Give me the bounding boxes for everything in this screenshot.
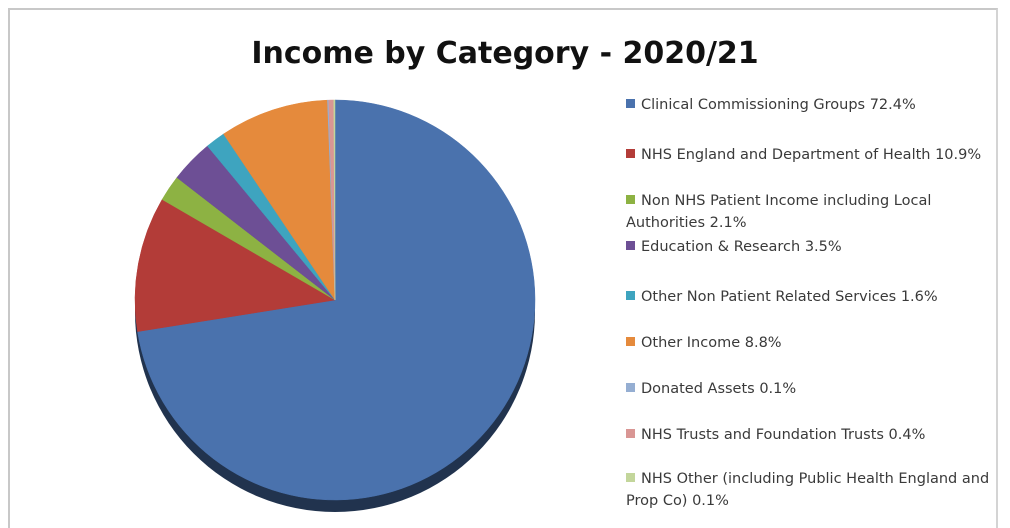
legend-swatch <box>626 99 635 108</box>
legend-item: Other Income 8.8% <box>626 332 996 354</box>
legend-swatch <box>626 291 635 300</box>
legend-swatch <box>626 429 635 438</box>
pie-slice-6 <box>223 99 336 301</box>
legend-swatch <box>626 473 635 482</box>
pie-slice-1 <box>137 99 536 501</box>
legend-item: Donated Assets 0.1% <box>626 378 996 400</box>
legend-item: NHS Trusts and Foundation Trusts 0.4% <box>626 424 996 446</box>
legend-label: Other Non Patient Related Services 1.6% <box>641 289 938 305</box>
pie-slice-9 <box>333 99 336 301</box>
legend-label: Non NHS Patient Income including Local A… <box>626 193 932 231</box>
legend-swatch <box>626 337 635 346</box>
chart-title: Income by Category - 2020/21 <box>251 36 759 71</box>
legend-item: NHS England and Department of Health 10.… <box>626 144 996 166</box>
legend-item: Non NHS Patient Income including Local A… <box>626 190 996 234</box>
legend-label: Education & Research 3.5% <box>641 239 842 255</box>
legend-item: Other Non Patient Related Services 1.6% <box>626 286 996 308</box>
pie-chart <box>134 99 536 512</box>
legend-item: Education & Research 3.5% <box>626 236 996 258</box>
legend-label: Donated Assets 0.1% <box>641 381 797 397</box>
legend-label: Clinical Commissioning Groups 72.4% <box>641 97 916 113</box>
pie-slice-2 <box>134 199 336 332</box>
legend-item: NHS Other (including Public Health Engla… <box>626 468 996 512</box>
legend-label: NHS Trusts and Foundation Trusts 0.4% <box>641 427 926 443</box>
legend-label: Other Income 8.8% <box>641 335 782 351</box>
legend-label: NHS England and Department of Health 10.… <box>641 147 982 163</box>
chart-frame <box>8 8 998 528</box>
legend-swatch <box>626 383 635 392</box>
legend-label: NHS Other (including Public Health Engla… <box>626 471 990 509</box>
legend-swatch <box>626 241 635 250</box>
legend-item: Clinical Commissioning Groups 72.4% <box>626 94 996 116</box>
legend-swatch <box>626 195 635 204</box>
legend-swatch <box>626 149 635 158</box>
